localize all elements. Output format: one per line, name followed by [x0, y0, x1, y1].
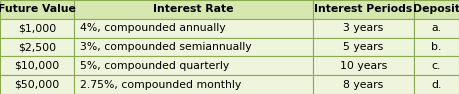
Text: 5 years: 5 years: [343, 42, 383, 52]
Text: 4%, compounded annually: 4%, compounded annually: [79, 23, 225, 33]
Text: 5%, compounded quarterly: 5%, compounded quarterly: [79, 61, 229, 71]
Bar: [74, 56, 313, 75]
Bar: [414, 56, 459, 75]
Bar: [313, 19, 414, 38]
Bar: [414, 0, 459, 19]
Text: Interest Rate: Interest Rate: [153, 4, 234, 14]
Bar: [0, 0, 74, 19]
Bar: [0, 38, 74, 56]
Text: a.: a.: [431, 23, 442, 33]
Text: 10 years: 10 years: [340, 61, 387, 71]
Bar: [414, 75, 459, 94]
Bar: [313, 75, 414, 94]
Bar: [414, 38, 459, 56]
Text: 2.75%, compounded monthly: 2.75%, compounded monthly: [79, 80, 241, 90]
Text: Deposit: Deposit: [413, 4, 459, 14]
Bar: [74, 38, 313, 56]
Bar: [0, 19, 74, 38]
Text: Interest Periods: Interest Periods: [314, 4, 413, 14]
Text: $50,000: $50,000: [14, 80, 60, 90]
Text: c.: c.: [432, 61, 441, 71]
Bar: [0, 56, 74, 75]
Text: Future Value: Future Value: [0, 4, 76, 14]
Text: $1,000: $1,000: [18, 23, 56, 33]
Bar: [74, 75, 313, 94]
Bar: [313, 38, 414, 56]
Text: 8 years: 8 years: [343, 80, 383, 90]
Bar: [74, 19, 313, 38]
Text: $10,000: $10,000: [14, 61, 60, 71]
Bar: [414, 19, 459, 38]
Text: 3%, compounded semiannually: 3%, compounded semiannually: [79, 42, 251, 52]
Bar: [0, 75, 74, 94]
Text: 3 years: 3 years: [343, 23, 383, 33]
Bar: [74, 0, 313, 19]
Text: $2,500: $2,500: [18, 42, 56, 52]
Bar: [313, 0, 414, 19]
Text: d.: d.: [431, 80, 442, 90]
Bar: [313, 56, 414, 75]
Text: b.: b.: [431, 42, 442, 52]
